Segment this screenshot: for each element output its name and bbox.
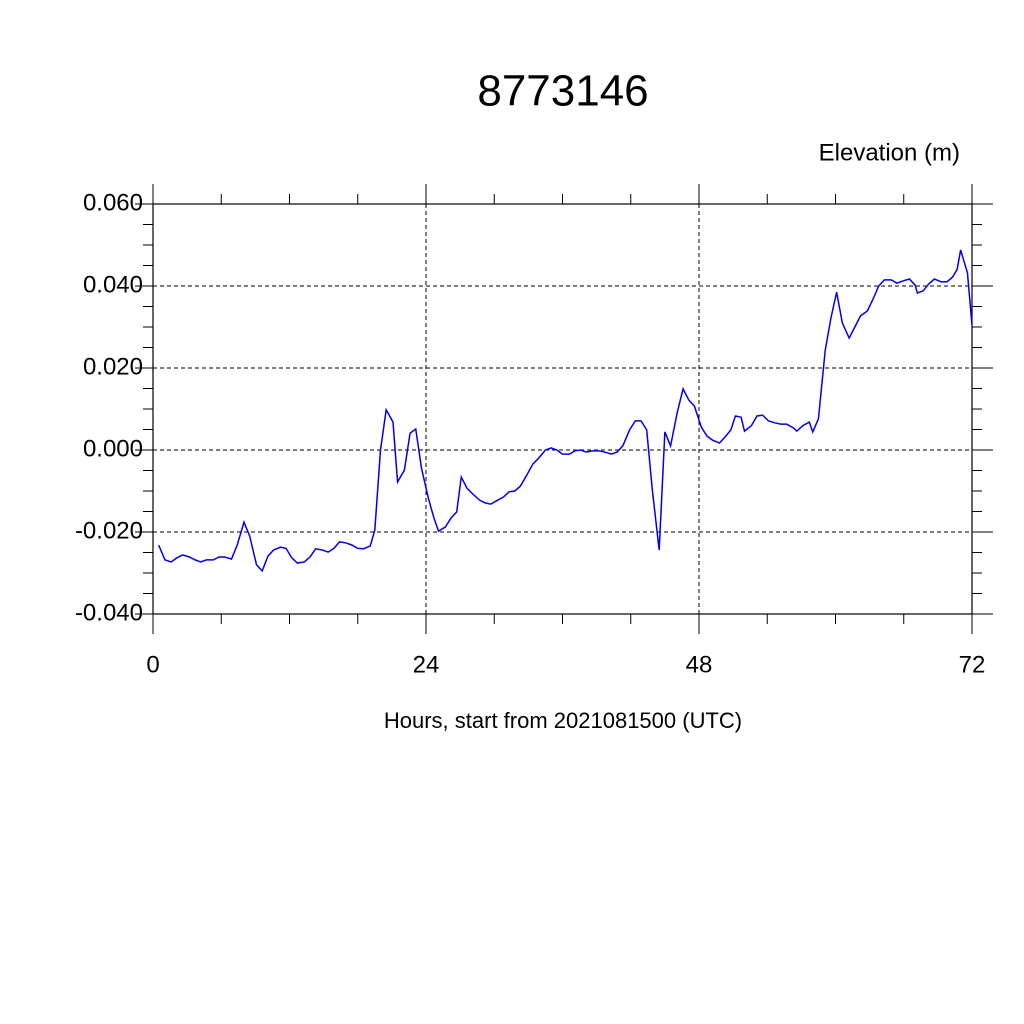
x-tick-label: 0	[146, 651, 159, 678]
y-tick-label: 0.040	[83, 271, 143, 298]
data-line	[157, 249, 973, 573]
y-tick-label: 0.000	[83, 435, 143, 462]
x-tick-label: 24	[413, 651, 440, 678]
x-tick-label: 48	[686, 651, 713, 678]
y-tick-label: -0.020	[75, 517, 143, 544]
y-tick-label: -0.040	[75, 599, 143, 626]
x-axis-label: Hours, start from 2021081500 (UTC)	[384, 708, 742, 733]
y-tick-label: 0.060	[83, 189, 143, 216]
plot-frame	[152, 203, 973, 615]
y-tick-label: 0.020	[83, 353, 143, 380]
chart-title: 8773146	[477, 67, 648, 116]
y-axis-label: Elevation (m)	[819, 139, 960, 166]
x-tick-label: 72	[959, 651, 986, 678]
